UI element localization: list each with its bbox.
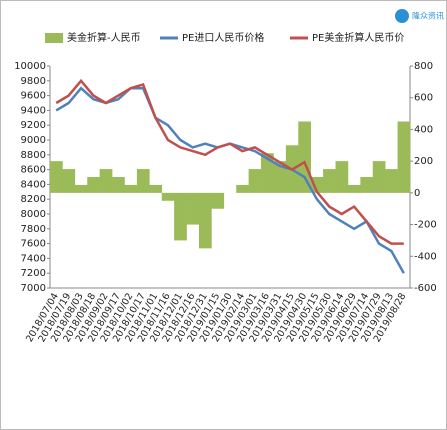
y-tick-label: 8200 bbox=[21, 194, 46, 205]
legend-label: 美金折算-人民币 bbox=[67, 31, 141, 44]
bar bbox=[236, 184, 249, 193]
bar bbox=[248, 169, 262, 193]
y-tick-label: 7000 bbox=[21, 283, 46, 294]
y-tick-label: 9600 bbox=[21, 91, 46, 102]
bar bbox=[87, 177, 100, 193]
bar bbox=[310, 177, 324, 193]
bar bbox=[323, 169, 336, 193]
bar bbox=[347, 184, 361, 193]
y-tick-label: 9400 bbox=[21, 105, 46, 116]
bar bbox=[174, 192, 187, 241]
legend-label: PE进口人民币价格 bbox=[182, 31, 264, 44]
bar bbox=[360, 177, 374, 193]
legend-swatch bbox=[45, 33, 63, 43]
bar bbox=[335, 161, 349, 193]
bar bbox=[62, 169, 76, 193]
bar bbox=[161, 192, 175, 201]
bar bbox=[397, 121, 411, 193]
y2-tick-label: 600 bbox=[414, 93, 433, 104]
y2-tick-label: -600 bbox=[414, 283, 437, 294]
line bbox=[55, 78, 404, 245]
bar bbox=[112, 177, 125, 193]
y2-tick-label: 200 bbox=[414, 156, 433, 167]
y-tick-label: 7400 bbox=[21, 253, 46, 264]
y-tick-label: 8400 bbox=[21, 179, 46, 190]
bar bbox=[74, 184, 88, 193]
bar bbox=[99, 169, 113, 193]
bar bbox=[136, 169, 150, 193]
y-tick-label: 9800 bbox=[21, 76, 46, 87]
bar bbox=[273, 161, 287, 193]
bar bbox=[372, 161, 386, 193]
bar bbox=[124, 184, 138, 193]
y-tick-label: 9000 bbox=[21, 135, 46, 146]
y-tick-label: 7600 bbox=[21, 239, 46, 250]
y-tick-label: 7200 bbox=[21, 268, 46, 279]
bar bbox=[198, 192, 212, 249]
bar bbox=[211, 192, 225, 209]
y-tick-label: 10000 bbox=[14, 61, 46, 72]
y2-tick-label: 400 bbox=[414, 124, 433, 135]
bar bbox=[149, 184, 163, 193]
bar bbox=[298, 121, 311, 193]
y2-tick-label: 800 bbox=[414, 61, 433, 72]
y-tick-label: 8600 bbox=[21, 165, 46, 176]
logo-text: 隆众资讯 bbox=[412, 11, 444, 21]
logo-icon bbox=[395, 9, 409, 23]
y-tick-label: 7800 bbox=[21, 224, 46, 235]
bar bbox=[385, 169, 398, 193]
bar bbox=[186, 192, 200, 225]
y2-tick-label: -200 bbox=[414, 220, 437, 231]
y-tick-label: 8000 bbox=[21, 209, 46, 220]
y-tick-label: 8800 bbox=[21, 150, 46, 161]
y-tick-label: 9200 bbox=[21, 120, 46, 131]
y2-tick-label: -400 bbox=[414, 251, 437, 262]
bar bbox=[261, 153, 274, 193]
y2-tick-label: 0 bbox=[414, 188, 420, 199]
legend-label: PE美金折算人民币价 bbox=[312, 31, 404, 44]
bar bbox=[50, 161, 63, 193]
